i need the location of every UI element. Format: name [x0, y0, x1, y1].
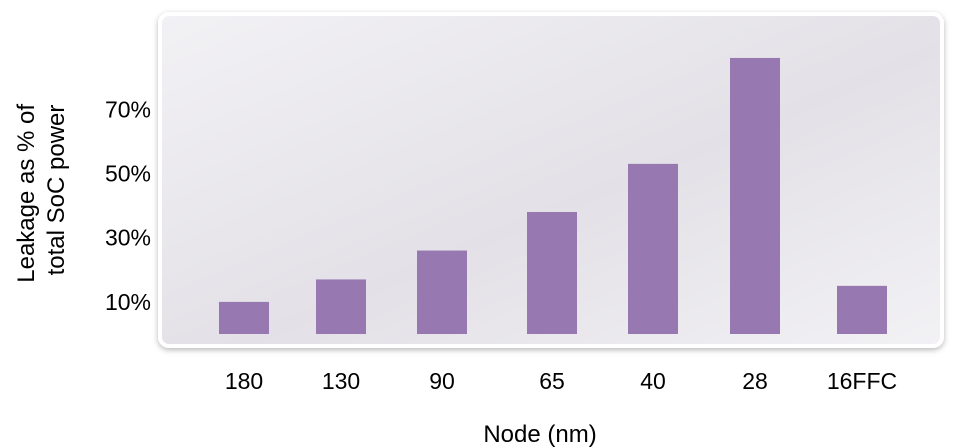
y-tick-label: 30%	[105, 225, 151, 251]
bar-65	[527, 212, 577, 334]
y-axis-label-line-1: Leakage as % of	[13, 104, 40, 283]
x-tick-label: 16FFC	[827, 368, 897, 394]
y-tick-label: 10%	[105, 289, 151, 315]
bar-16ffc	[837, 285, 887, 334]
x-tick-label: 180	[225, 368, 263, 394]
x-tick-label: 90	[429, 368, 455, 394]
bar-28	[730, 57, 780, 334]
y-tick-label: 70%	[105, 96, 151, 122]
x-tick-labels: 180 130 90 65 40 28 16FFC	[225, 368, 897, 394]
x-tick-label: 40	[640, 368, 666, 394]
x-tick-label: 130	[322, 368, 360, 394]
bars-group	[219, 57, 887, 334]
bar-130	[316, 279, 366, 334]
bar-90	[417, 250, 467, 334]
x-tick-label: 65	[539, 368, 565, 394]
y-tick-labels: 10% 30% 50% 70%	[105, 96, 151, 315]
y-axis-label: Leakage as % of total SoC power	[13, 97, 70, 282]
bar-180	[219, 301, 269, 334]
y-axis-label-line-2: total SoC power	[43, 105, 70, 276]
x-tick-label: 28	[742, 368, 768, 394]
y-tick-label: 50%	[105, 161, 151, 187]
x-axis-label: Node (nm)	[483, 421, 596, 448]
bar-40	[628, 163, 678, 334]
